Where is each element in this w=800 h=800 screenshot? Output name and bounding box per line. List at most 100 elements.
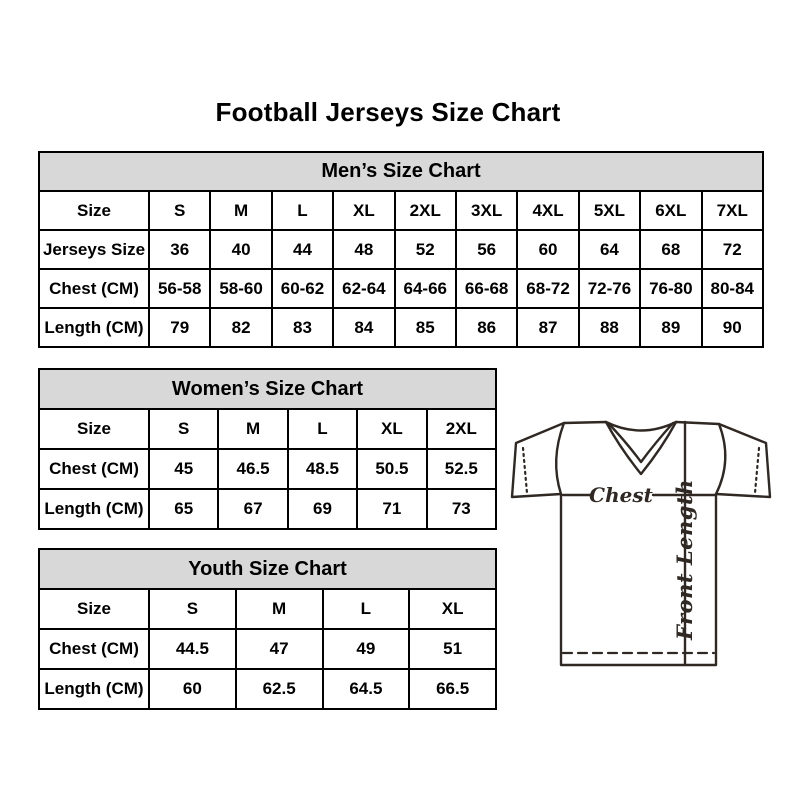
table-cell: 48 (332, 229, 396, 270)
table-cell: M (217, 408, 289, 450)
table-cell: 58-60 (209, 268, 273, 309)
table-cell: 52.5 (425, 448, 498, 490)
table-row: Chest (CM) 45 46.5 48.5 50.5 52.5 (38, 448, 498, 490)
table-cell: 49 (321, 628, 411, 670)
table-cell: S (147, 190, 212, 231)
table-row: Size S M L XL 2XL (38, 408, 498, 450)
table-cell: 64.5 (321, 668, 411, 710)
table-cell: 46.5 (217, 448, 289, 490)
table-cell: XL (408, 588, 497, 630)
table-cell: 67 (217, 488, 289, 530)
row-label: Chest (CM) (38, 448, 150, 490)
table-cell: S (148, 588, 237, 630)
table-cell: 83 (270, 307, 335, 348)
table-cell: 82 (209, 307, 273, 348)
table-cell: 87 (516, 307, 580, 348)
table-cell: 50.5 (356, 448, 428, 490)
table-cell: L (321, 588, 411, 630)
table-cell: 5XL (577, 190, 642, 231)
row-label: Size (38, 588, 150, 630)
row-label: Chest (CM) (38, 628, 150, 670)
table-cell: 72 (700, 229, 765, 270)
table-cell: 4XL (516, 190, 580, 231)
table-cell: 2XL (393, 190, 457, 231)
table-cell: L (286, 408, 359, 450)
table-row: Jerseys Size 36 40 44 48 52 56 60 64 68 72 (38, 229, 765, 270)
table-cell: 44.5 (148, 628, 237, 670)
table-row: Length (CM) 65 67 69 71 73 (38, 488, 498, 530)
table-cell: 72-76 (577, 268, 642, 309)
right-armhole-seam (714, 422, 727, 496)
table-cell: 79 (147, 307, 212, 348)
table-row: Length (CM) 79 82 83 84 85 86 87 88 89 90 (38, 307, 765, 348)
table-cell: 68-72 (516, 268, 580, 309)
row-label: Chest (CM) (38, 268, 150, 309)
table-cell: 60 (516, 229, 580, 270)
table-cell: 62.5 (234, 668, 324, 710)
row-label: Length (CM) (38, 488, 150, 530)
table-cell: XL (356, 408, 428, 450)
table-cell: 60-62 (270, 268, 335, 309)
table-cell: 56-58 (147, 268, 212, 309)
table-cell: 48.5 (286, 448, 359, 490)
table-row: Chest (CM) 44.5 47 49 51 (38, 628, 497, 670)
collar-inner-line (607, 421, 675, 464)
chest-measure-label: Chest (589, 483, 653, 507)
table-cell: 66-68 (454, 268, 519, 309)
table-section-header: Youth Size Chart (38, 548, 497, 590)
mens-size-table: Men’s Size Chart Size S M L XL 2XL 3XL 4XL 5XL 6XL… (38, 151, 765, 348)
table-section-header: Men’s Size Chart (38, 151, 764, 192)
right-cuff-stitch-line (753, 446, 761, 495)
table-cell: 3XL (454, 190, 519, 231)
table-cell: 7XL (700, 190, 765, 231)
table-cell: 51 (408, 628, 497, 670)
table-cell: 86 (454, 307, 519, 348)
table-cell: 84 (332, 307, 396, 348)
table-row: Length (CM) 60 62.5 64.5 66.5 (38, 668, 497, 710)
table-cell: 45 (147, 448, 220, 490)
table-cell: 71 (356, 488, 428, 530)
table-cell: 62-64 (332, 268, 396, 309)
table-cell: 64-66 (393, 268, 457, 309)
row-label: Length (CM) (38, 307, 150, 348)
table-cell: 89 (639, 307, 703, 348)
table-cell: 52 (393, 229, 457, 270)
table-cell: 6XL (639, 190, 703, 231)
collar-back-line (604, 420, 678, 432)
table-cell: 68 (639, 229, 703, 270)
jersey-outline (510, 420, 772, 667)
jersey-measurement-diagram: Chest Front Length (510, 420, 772, 667)
table-row: Size S M L XL 2XL 3XL 4XL 5XL 6XL 7XL (38, 190, 765, 231)
youth-size-table: Youth Size Chart Size S M L XL Chest (CM) 44.5 4… (38, 548, 497, 710)
table-cell: 66.5 (408, 668, 497, 710)
page-title: Football Jerseys Size Chart (215, 97, 561, 127)
row-label: Jerseys Size (38, 229, 150, 270)
table-cell: 65 (147, 488, 220, 530)
row-label: Length (CM) (38, 668, 150, 710)
table-cell: 73 (425, 488, 498, 530)
table-row: Size S M L XL (38, 588, 497, 630)
table-cell: L (270, 190, 335, 231)
row-label: Size (38, 408, 150, 450)
table-cell: 2XL (425, 408, 498, 450)
table-cell: M (234, 588, 324, 630)
table-cell: 60 (148, 668, 237, 710)
table-cell: 90 (700, 307, 765, 348)
table-cell: 44 (270, 229, 335, 270)
table-cell: 64 (577, 229, 642, 270)
table-cell: 36 (147, 229, 212, 270)
table-cell: 56 (454, 229, 519, 270)
table-cell: XL (332, 190, 396, 231)
womens-size-table: Women’s Size Chart Size S M L XL 2XL Chest (CM)… (38, 368, 498, 530)
table-cell: 40 (209, 229, 273, 270)
table-cell: 80-84 (700, 268, 765, 309)
table-cell: M (209, 190, 273, 231)
table-section-header: Women’s Size Chart (38, 368, 497, 410)
table-cell: 76-80 (639, 268, 703, 309)
table-cell: 88 (577, 307, 642, 348)
table-cell: 47 (234, 628, 324, 670)
table-cell: 85 (393, 307, 457, 348)
table-row: Chest (CM) 56-58 58-60 60-62 62-64 64-66 66-68… (38, 268, 765, 309)
table-cell: S (147, 408, 220, 450)
table-cell: 69 (286, 488, 359, 530)
